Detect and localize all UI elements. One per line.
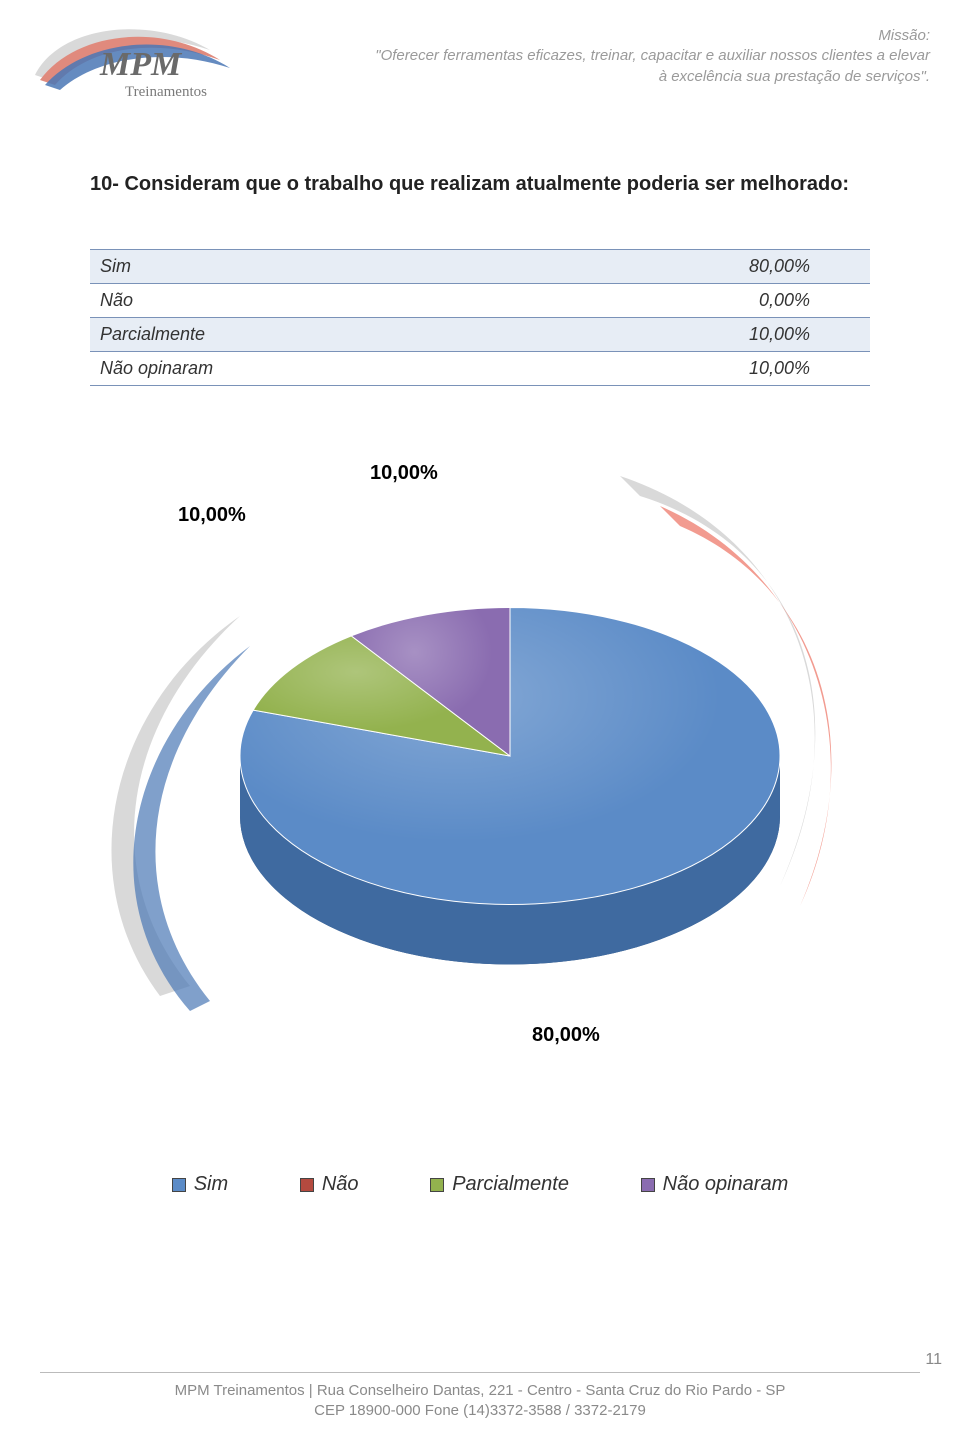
pie-chart: 10,00%10,00%80,00% SimNãoParcialmenteNão… [100, 456, 860, 1076]
question-heading: 10- Consideram que o trabalho que realiz… [0, 120, 960, 219]
footer-line-2: CEP 18900-000 Fone (14)3372-3588 / 3372-… [40, 1401, 920, 1421]
table-row: Não opinaram10,00% [90, 352, 870, 386]
legend-swatch [300, 1178, 314, 1192]
page-header: MPM Treinamentos Missão: "Oferecer ferra… [0, 0, 960, 120]
legend-label: Sim [194, 1173, 228, 1196]
legend-item: Sim [172, 1173, 228, 1196]
table-row: Parcialmente10,00% [90, 318, 870, 352]
legend-item: Parcialmente [430, 1173, 569, 1196]
chart-legend: Sim Não Parcialmente Não opinaram [100, 1173, 860, 1196]
legend-label: Não [322, 1173, 359, 1196]
table-cell-value: 10,00% [483, 318, 870, 352]
legend-item: Não [300, 1173, 359, 1196]
mission-text: "Oferecer ferramentas eficazes, treinar,… [370, 46, 930, 87]
brand-logo: MPM Treinamentos [30, 20, 290, 110]
logo-svg: MPM Treinamentos [30, 20, 290, 110]
mission-title: Missão: [370, 26, 930, 46]
table-row: Sim80,00% [90, 250, 870, 284]
table-cell-label: Não opinaram [90, 352, 483, 386]
page-footer: MPM Treinamentos | Rua Conselheiro Danta… [40, 1372, 920, 1422]
pie-chart-svg [100, 456, 860, 1076]
footer-line-1: MPM Treinamentos | Rua Conselheiro Danta… [40, 1381, 920, 1401]
mission-block: Missão: "Oferecer ferramentas eficazes, … [370, 20, 930, 87]
legend-swatch [430, 1178, 444, 1192]
table-cell-value: 0,00% [483, 284, 870, 318]
table-cell-label: Sim [90, 250, 483, 284]
results-table: Sim80,00%Não0,00%Parcialmente10,00%Não o… [90, 249, 870, 386]
legend-label: Não opinaram [663, 1173, 789, 1196]
table-cell-label: Parcialmente [90, 318, 483, 352]
table-cell-value: 80,00% [483, 250, 870, 284]
logo-brand-top: MPM [99, 46, 183, 83]
table-row: Não0,00% [90, 284, 870, 318]
chart-data-label: 10,00% [370, 462, 438, 485]
legend-swatch [641, 1178, 655, 1192]
logo-brand-sub: Treinamentos [125, 84, 207, 100]
legend-label: Parcialmente [452, 1173, 569, 1196]
chart-data-label: 10,00% [178, 504, 246, 527]
legend-item: Não opinaram [641, 1173, 789, 1196]
table-cell-value: 10,00% [483, 352, 870, 386]
legend-swatch [172, 1178, 186, 1192]
page-number: 11 [925, 1351, 942, 1369]
table-cell-label: Não [90, 284, 483, 318]
chart-data-label: 80,00% [532, 1024, 600, 1047]
